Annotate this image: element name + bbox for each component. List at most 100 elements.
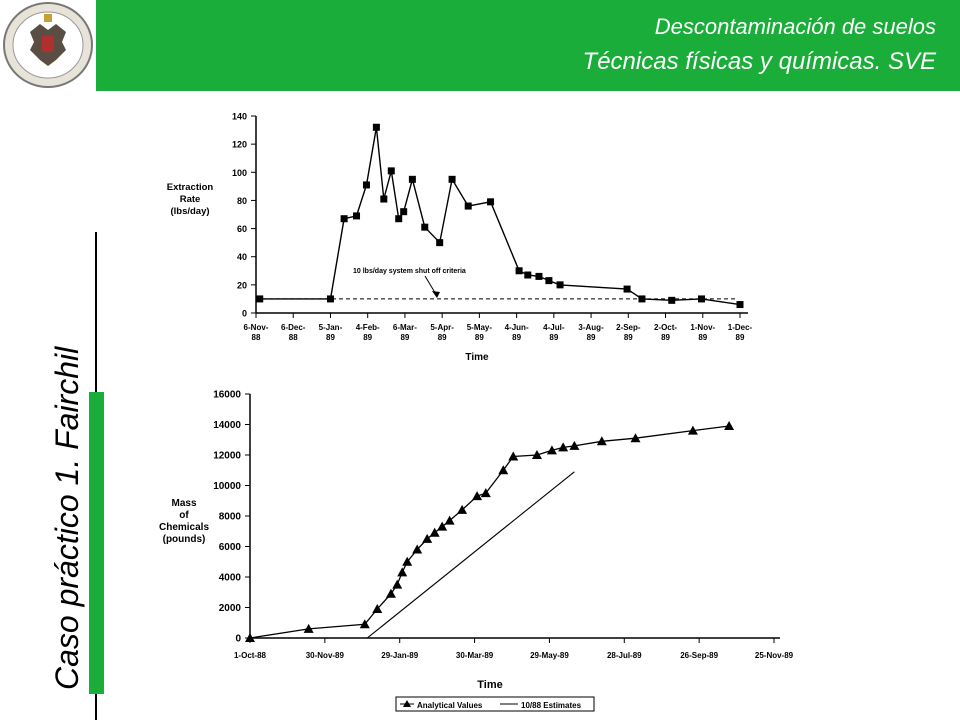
x-tick-label: 26-Sep-89	[680, 651, 718, 660]
data-point	[372, 123, 380, 131]
x-axis-title: Time	[477, 679, 502, 691]
data-point	[535, 272, 543, 280]
data-point	[256, 295, 264, 303]
y-tick-label: 2000	[219, 603, 242, 614]
x-tick-label: 89	[512, 333, 521, 342]
data-point	[472, 491, 483, 501]
x-tick-label: 28-Jul-89	[607, 651, 642, 660]
y-tick-label: 12000	[213, 451, 241, 462]
x-tick-label: 1-Oct-88	[234, 651, 267, 660]
side-divider-top	[95, 232, 97, 392]
x-tick-label: 89	[736, 333, 745, 342]
y-axis-title: (lbs/day)	[170, 206, 209, 217]
data-point	[698, 295, 706, 303]
data-point	[448, 175, 456, 183]
y-tick-label: 4000	[219, 573, 242, 584]
data-point	[408, 175, 416, 183]
y-tick-label: 120	[232, 140, 247, 150]
data-point	[245, 633, 255, 642]
coat-of-arms-icon	[3, 2, 93, 88]
x-tick-label: 88	[252, 333, 261, 342]
analytical-line	[249, 425, 730, 639]
estimate-line	[366, 471, 575, 639]
y-tick-label: 20	[237, 280, 247, 290]
x-tick-label: 4-Jun-	[505, 323, 529, 332]
y-axis-title: Extraction	[167, 182, 214, 193]
data-point	[668, 296, 676, 304]
y-axis-title: (pounds)	[163, 534, 206, 545]
legend-label-estimates: 10/88 Estimates	[521, 701, 582, 710]
y-axis-title: Mass	[171, 498, 196, 509]
data-point	[372, 604, 383, 614]
data-point	[385, 588, 396, 598]
y-tick-label: 80	[237, 196, 247, 206]
x-tick-label: 5-Jan-	[319, 323, 343, 332]
x-tick-label: 89	[438, 333, 447, 342]
y-axis-title: Rate	[180, 194, 201, 205]
x-tick-label: 4-Jul-	[543, 323, 565, 332]
y-tick-label: 8000	[219, 512, 242, 523]
data-point	[569, 440, 580, 450]
data-point	[444, 515, 455, 525]
x-tick-label: 30-Mar-89	[456, 651, 494, 660]
x-tick-label: 6-Dec-	[281, 323, 306, 332]
data-point	[421, 223, 429, 231]
header-subtitle: Técnicas físicas y químicas. SVE	[582, 48, 936, 75]
x-tick-label: 5-Apr-	[430, 323, 454, 332]
x-tick-label: 2-Oct-	[654, 323, 677, 332]
data-point	[380, 195, 388, 203]
data-point	[556, 281, 564, 289]
x-tick-label: 89	[363, 333, 372, 342]
data-point	[487, 198, 495, 206]
data-point	[412, 544, 423, 554]
x-tick-label: 3-Aug-	[578, 323, 604, 332]
y-tick-label: 100	[232, 168, 247, 178]
data-point	[457, 504, 468, 514]
data-point	[429, 527, 440, 537]
threshold-pointer	[424, 275, 438, 297]
data-point	[508, 451, 519, 461]
y-tick-label: 0	[242, 309, 247, 319]
x-tick-label: 6-Nov-	[244, 323, 269, 332]
data-point	[303, 623, 314, 633]
x-tick-label: 89	[549, 333, 558, 342]
data-point	[524, 271, 532, 279]
y-axis-title: Chemicals	[159, 522, 209, 533]
side-title: Caso práctico 1. Fairchil	[49, 346, 85, 690]
threshold-label: 10 lbs/day system shut off criteria	[353, 268, 466, 275]
data-point	[437, 521, 448, 531]
data-point	[515, 267, 523, 275]
data-point	[340, 215, 348, 223]
data-point	[545, 277, 553, 285]
x-tick-label: 1-Nov-	[690, 323, 715, 332]
data-point	[596, 436, 607, 446]
data-point	[402, 556, 413, 566]
data-point	[531, 450, 542, 459]
data-point	[724, 421, 735, 431]
y-tick-label: 0	[235, 634, 241, 645]
data-point	[387, 167, 395, 175]
y-tick-label: 6000	[219, 542, 242, 553]
data-point	[546, 445, 557, 455]
legend: Analytical Values 10/88 Estimates	[395, 696, 595, 712]
data-point	[630, 433, 641, 443]
series-line	[259, 127, 741, 306]
data-point	[359, 619, 370, 629]
x-tick-label: 2-Sep-	[616, 323, 641, 332]
x-tick-label: 25-Nov-89	[755, 651, 794, 660]
data-point	[623, 285, 631, 293]
university-logo	[0, 0, 96, 91]
data-point	[638, 295, 646, 303]
x-tick-label: 89	[661, 333, 670, 342]
x-tick-label: 88	[289, 333, 298, 342]
data-point	[400, 208, 408, 216]
data-point	[464, 202, 472, 210]
legend-label-analytical: Analytical Values	[417, 701, 483, 710]
x-tick-label: 89	[326, 333, 335, 342]
y-tick-label: 40	[237, 252, 247, 262]
y-tick-label: 10000	[213, 481, 241, 492]
legend-marker-analytical	[403, 700, 411, 707]
x-tick-label: 30-Nov-89	[306, 651, 345, 660]
